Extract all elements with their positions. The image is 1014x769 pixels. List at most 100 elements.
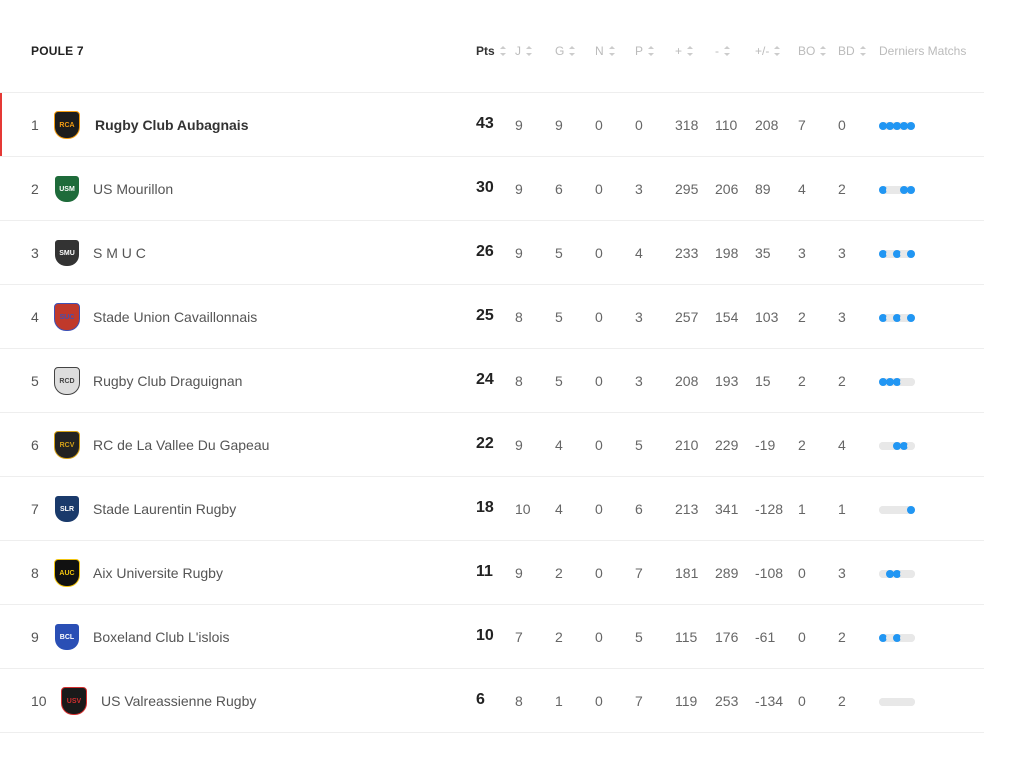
cell-pts: 25 [476,307,494,324]
team-crest-icon: SLR [54,495,80,523]
team-name[interactable]: S M U C [93,245,146,261]
cell-pts: 6 [476,691,485,708]
cell-bo: 0 [798,629,806,645]
cell-bd: 3 [838,565,846,581]
team-crest-icon: USV [61,687,87,715]
table-row[interactable]: 10 USV US Valreassienne Rugby 6 8 1 0 7 119 253 -1… [0,669,984,733]
sort-icon [774,46,781,56]
cell-g: 9 [555,117,563,133]
table-row[interactable]: 6 RCV RC de La Vallee Du Gapeau 22 9 4 0 5 210 22… [0,413,984,477]
cell-minus: 198 [715,245,739,261]
sort-icon [569,46,576,56]
team-name[interactable]: US Mourillon [93,181,174,197]
column-header-label: BD [838,44,855,58]
form-win-dot [886,570,894,578]
column-header-bo[interactable]: BO [798,44,827,58]
form-loss-dot [879,698,887,706]
team-name[interactable]: Rugby Club Aubagnais [95,117,249,133]
column-header-j[interactable]: J [515,44,532,58]
form-win-dot [907,186,915,194]
cell-minus: 193 [715,373,739,389]
cell-diff: -108 [755,565,784,581]
cell-pts: 11 [476,563,493,580]
form-loss-dot [879,442,887,450]
team-name[interactable]: Stade Union Cavaillonnais [93,309,258,325]
team-rank: 8 [31,565,39,581]
team-name[interactable]: RC de La Vallee Du Gapeau [93,437,270,453]
cell-j: 7 [515,629,523,645]
cell-n: 0 [595,373,603,389]
cell-j: 8 [515,373,523,389]
team-crest-icon: RCV [54,431,80,459]
sort-icon [820,46,827,56]
cell-g: 2 [555,629,563,645]
cell-bo: 7 [798,117,806,133]
cell-p: 5 [635,437,643,453]
cell-n: 0 [595,437,603,453]
sort-icon [608,46,615,56]
team-crest-icon: SMU [54,239,80,267]
team-rank: 10 [31,693,47,709]
team-name[interactable]: Aix Universite Rugby [93,565,223,581]
cell-pts: 30 [476,179,494,196]
cell-plus: 181 [675,565,699,581]
form-win-dot [879,314,887,322]
column-header-diff[interactable]: +/- [755,44,781,58]
table-row[interactable]: 8 AUC Aix Universite Rugby 11 9 2 0 7 181 289 -108… [0,541,984,605]
column-header-minus[interactable]: - [715,44,730,58]
table-row[interactable]: 7 SLR Stade Laurentin Rugby 18 10 4 0 6 213 341 -1… [0,477,984,541]
column-header-n[interactable]: N [595,44,615,58]
team-name[interactable]: Stade Laurentin Rugby [93,501,237,517]
cell-bo: 3 [798,245,806,261]
team-crest-icon: RCD [54,367,80,395]
team-rank: 9 [31,629,39,645]
form-win-dot [879,378,887,386]
cell-p: 0 [635,117,643,133]
table-row[interactable]: 5 RCD Rugby Club Draguignan 24 8 5 0 3 208 193 15 2… [0,349,984,413]
form-loss-dot [907,378,915,386]
cell-plus: 208 [675,373,699,389]
form-win-dot [893,250,901,258]
sort-icon [648,46,655,56]
form-win-dot [907,122,915,130]
cell-j: 9 [515,181,523,197]
cell-g: 5 [555,309,563,325]
team-name[interactable]: US Valreassienne Rugby [101,693,257,709]
column-header-label: J [515,44,521,58]
form-win-dot [900,186,908,194]
cell-bd: 2 [838,693,846,709]
team-name[interactable]: Boxeland Club L'islois [93,629,230,645]
table-row[interactable]: 4 SUC Stade Union Cavaillonnais 25 8 5 0 3 257 15… [0,285,984,349]
column-header-g[interactable]: G [555,44,576,58]
team-name[interactable]: Rugby Club Draguignan [93,373,243,389]
column-header-label: N [595,44,604,58]
table-row[interactable]: 2 USM US Mourillon 30 9 6 0 3 295 206 89 4 2 [0,157,984,221]
cell-p: 4 [635,245,643,261]
column-header-p[interactable]: P [635,44,655,58]
column-header-bd[interactable]: BD [838,44,866,58]
cell-plus: 318 [675,117,699,133]
cell-pts: 10 [476,627,494,644]
cell-p: 3 [635,373,643,389]
form-win-dot [886,378,894,386]
cell-g: 4 [555,437,563,453]
team-rank: 6 [31,437,39,453]
column-header-plus[interactable]: + [675,44,694,58]
form-loss-dot [900,570,908,578]
cell-j: 8 [515,309,523,325]
form-loss-dot [907,698,915,706]
table-row[interactable]: 3 SMU S M U C 26 9 5 0 4 233 198 35 3 3 [0,221,984,285]
form-win-dot [893,378,901,386]
column-header-pts[interactable]: Pts [476,44,506,58]
cell-g: 5 [555,245,563,261]
form-loss-dot [879,570,887,578]
form-win-dot [900,122,908,130]
form-loss-dot [900,378,908,386]
cell-minus: 176 [715,629,739,645]
column-header-form[interactable]: Derniers Matchs [879,44,966,58]
table-row[interactable]: 1 RCA Rugby Club Aubagnais 43 9 9 0 0 318 110 208 7… [0,93,984,157]
table-row[interactable]: 9 BCL Boxeland Club L'islois 10 7 2 0 5 115 176 -6… [0,605,984,669]
cell-diff: 103 [755,309,779,325]
cell-j: 9 [515,565,523,581]
cell-diff: -61 [755,629,776,645]
